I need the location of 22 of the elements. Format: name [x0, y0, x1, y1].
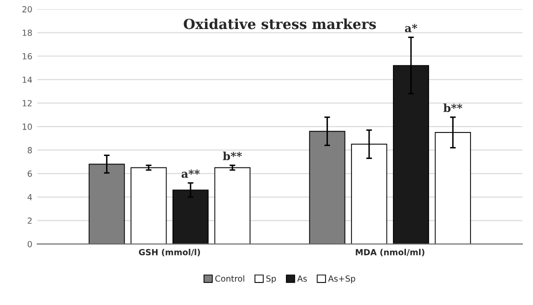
y-tick-label: 12 [22, 100, 32, 106]
text: Oxidative stress markers [184, 18, 376, 30]
y-tick-label: 0 [28, 240, 32, 248]
legend-label: As [297, 275, 307, 282]
x-tick-label: MDA (nmol/ml) [356, 248, 424, 256]
annotation: a* [404, 24, 418, 32]
y-tick-label: 4 [28, 194, 32, 200]
annotation: a** [182, 169, 200, 178]
y-tick-label: 2 [28, 217, 32, 224]
y-tick-label: 20 [22, 6, 32, 12]
y-tick-label: 8 [28, 147, 32, 154]
annotation: b** [443, 103, 462, 112]
y-tick-label: 10 [22, 124, 32, 130]
y-tick-label: 6 [28, 170, 32, 177]
legend-label: Sp [266, 275, 276, 284]
y-tick-label: 14 [22, 76, 32, 83]
y-tick-label: 16 [22, 53, 32, 60]
legend-label: Control [215, 275, 244, 282]
legend-label: As+Sp [328, 275, 356, 284]
annotation: b** [222, 152, 242, 160]
x-tick-label: GSH (mmol/l) [138, 248, 200, 256]
y-tick-label: 18 [22, 30, 32, 36]
